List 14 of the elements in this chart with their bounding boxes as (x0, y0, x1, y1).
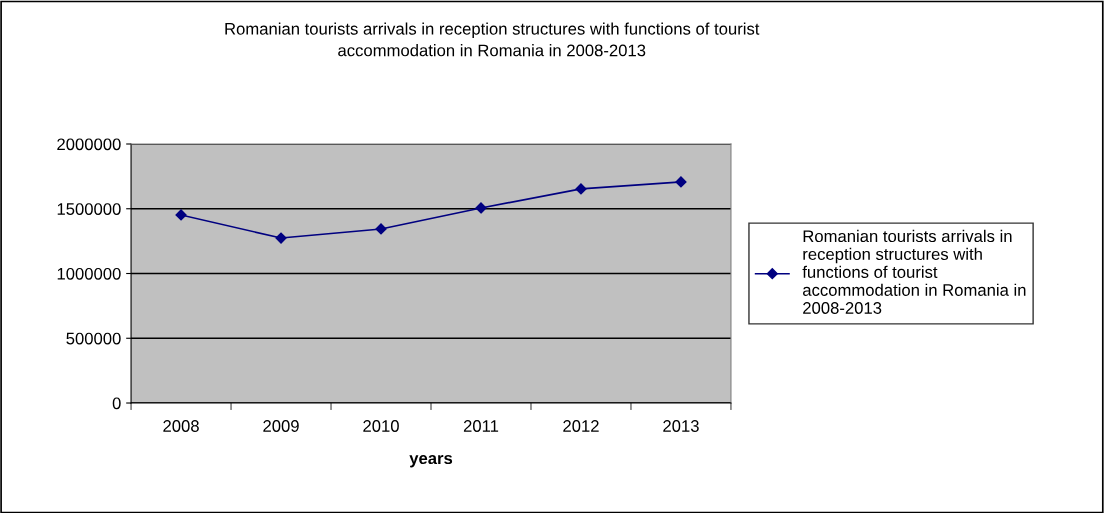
x-tick-label: 2009 (263, 420, 299, 432)
y-tick-label: 2000000 (57, 138, 121, 151)
x-tick-label: 2011 (463, 420, 499, 432)
x-tick-label: 2012 (563, 420, 599, 432)
y-tick-label: 0 (112, 397, 121, 410)
y-tick-label: 1500000 (57, 203, 121, 215)
legend-label: Romanian tourists arrivals in reception structures with functions of tourist accommodation in Romania in 2008-2013 (802, 229, 1026, 314)
chart-title: Romanian tourists arrivals in reception structures with functions of tourist accommodation in Romania in 2008-2013 (225, 22, 760, 57)
x-tick-label: 2010 (363, 420, 399, 432)
y-tick-label: 500000 (66, 332, 121, 345)
x-tick-label: 2013 (663, 420, 699, 432)
y-tick-label: 1000000 (57, 267, 121, 280)
x-tick-label: 2008 (163, 420, 199, 432)
x-axis-title: years (409, 454, 453, 468)
